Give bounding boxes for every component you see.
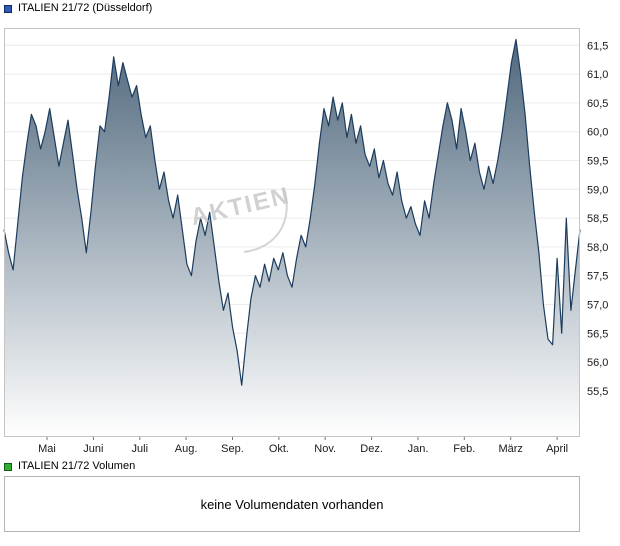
svg-text:58,5: 58,5 (587, 213, 608, 225)
svg-text:60,0: 60,0 (587, 127, 608, 139)
volume-empty-box: keine Volumendaten vorhanden (4, 476, 580, 532)
svg-text:55,5: 55,5 (587, 386, 608, 398)
svg-text:60,5: 60,5 (587, 98, 608, 110)
svg-text:Okt.: Okt. (269, 443, 289, 455)
svg-text:Juli: Juli (132, 443, 149, 455)
svg-text:59,0: 59,0 (587, 184, 608, 196)
price-series-label: ITALIEN 21/72 (Düsseldorf) (18, 2, 153, 14)
svg-text:57,5: 57,5 (587, 271, 608, 283)
volume-legend: ITALIEN 21/72 Volumen (4, 461, 135, 472)
svg-text:56,0: 56,0 (587, 357, 608, 369)
svg-text:Aug.: Aug. (175, 443, 198, 455)
svg-text:Feb.: Feb. (453, 443, 475, 455)
svg-text:Juni: Juni (83, 443, 103, 455)
svg-text:59,5: 59,5 (587, 156, 608, 168)
price-legend: ITALIEN 21/72 (Düsseldorf) (4, 3, 152, 14)
svg-text:April: April (546, 443, 568, 455)
svg-text:Sep.: Sep. (221, 443, 244, 455)
volume-empty-message: keine Volumendaten vorhanden (200, 496, 384, 512)
volume-series-marker-icon (4, 462, 12, 471)
svg-text:Nov.: Nov. (314, 443, 336, 455)
svg-text:56,5: 56,5 (587, 328, 608, 340)
price-chart-canvas: Mai Juni Juli Aug. Sep. Okt. Nov. Dez. Jan. Feb. M… (3, 28, 608, 455)
svg-text:58,0: 58,0 (587, 242, 608, 254)
svg-text:61,5: 61,5 (587, 40, 608, 52)
svg-text:März: März (498, 443, 522, 455)
svg-text:61,0: 61,0 (587, 69, 608, 81)
svg-text:Dez.: Dez. (360, 443, 383, 455)
svg-text:57,0: 57,0 (587, 300, 608, 312)
volume-series-label: ITALIEN 21/72 Volumen (18, 460, 136, 472)
price-series-marker-icon (4, 4, 12, 13)
svg-text:Jan.: Jan. (408, 443, 429, 455)
svg-text:Mai: Mai (38, 443, 56, 455)
